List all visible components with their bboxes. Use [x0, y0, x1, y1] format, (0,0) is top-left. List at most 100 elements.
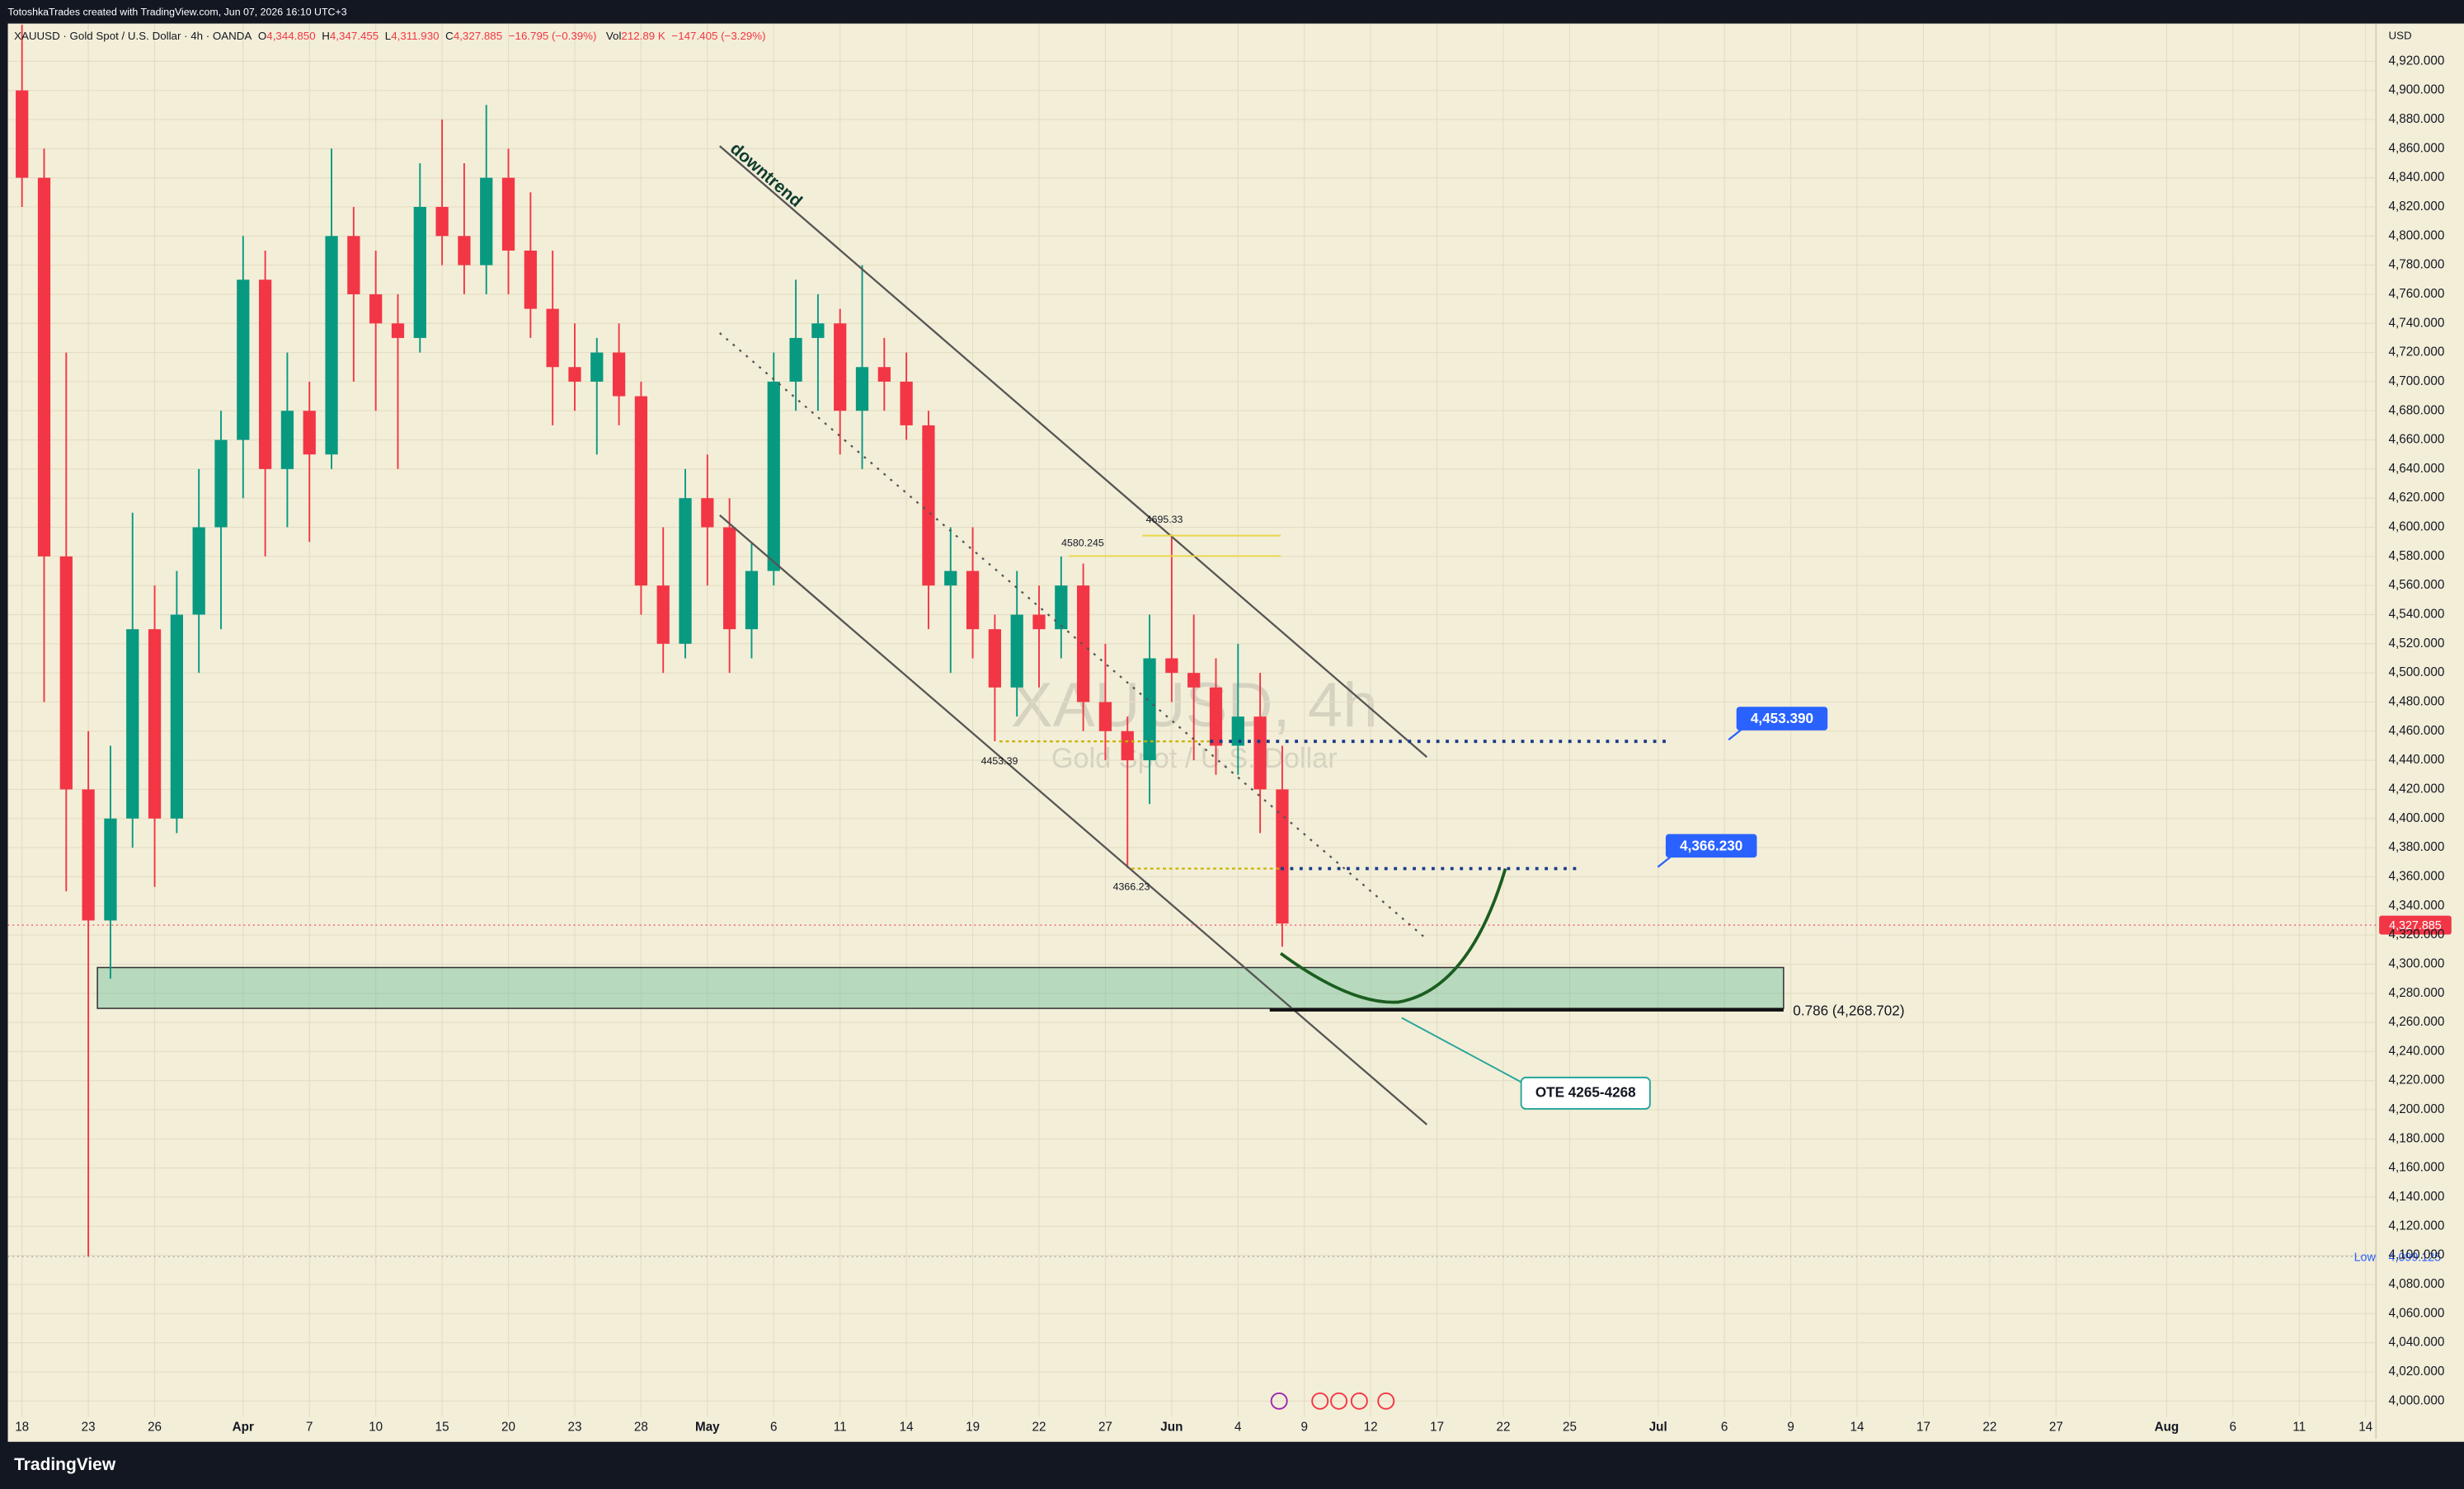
candle-body [1231, 716, 1244, 746]
candle-body [900, 381, 913, 425]
y-tick-label: 4,540.000 [2389, 608, 2445, 622]
y-tick-label: 4,480.000 [2389, 695, 2445, 709]
candle-body [966, 571, 980, 630]
y-tick-label: 4,400.000 [2389, 811, 2445, 825]
currency: USD [2389, 29, 2412, 41]
candle-body [480, 177, 493, 265]
x-tick-label: 14 [2358, 1421, 2372, 1435]
note: 4366.23 [1113, 881, 1150, 893]
x-tick-label: Jun [1160, 1421, 1183, 1435]
zone-label: OTE 4265-4268 [1535, 1083, 1636, 1100]
y-tick-label: 4,720.000 [2389, 345, 2445, 359]
ohlc-key: L [385, 29, 391, 41]
candle-body [214, 439, 228, 528]
ohlc-key: O [258, 29, 266, 41]
y-tick-label: 4,140.000 [2389, 1190, 2445, 1204]
x-tick-label: 14 [900, 1421, 914, 1435]
candle-body [834, 323, 847, 411]
candle-body [612, 352, 626, 397]
candle-body [988, 629, 1002, 688]
brand: TradingView [14, 1455, 116, 1474]
candle-body [369, 294, 383, 324]
candle-body [922, 425, 935, 586]
note: 4695.33 [1146, 514, 1183, 525]
x-tick-label: 22 [1032, 1421, 1046, 1435]
y-tick-label: 4,760.000 [2389, 287, 2445, 301]
y-tick-label: 4,040.000 [2389, 1336, 2445, 1350]
attribution: TotoshkaTrades created with TradingView.… [8, 7, 347, 18]
candle-body [656, 585, 670, 644]
note: 4453.39 [981, 755, 1018, 767]
x-tick-label: 27 [1098, 1421, 1112, 1435]
y-tick-label: 4,020.000 [2389, 1365, 2445, 1379]
level-tag: 4,366.230 [1680, 837, 1742, 853]
x-tick-label: 28 [634, 1421, 648, 1435]
candle-body [170, 614, 183, 819]
x-tick-label: 23 [567, 1421, 581, 1435]
candle-body [435, 206, 449, 237]
y-tick-label: 4,580.000 [2389, 549, 2445, 563]
x-tick-label: 6 [2230, 1421, 2236, 1435]
x-tick-label: 22 [1982, 1421, 1996, 1435]
tag-box [1736, 707, 1828, 730]
event-icon [1350, 1392, 1368, 1410]
x-tick-label: 14 [1850, 1421, 1864, 1435]
y-tick-label: 4,660.000 [2389, 433, 2445, 447]
y-tick-label: 4,900.000 [2389, 83, 2445, 97]
symbol-header: XAUUSD · Gold Spot / U.S. Dollar · 4h · … [14, 29, 765, 41]
candle-body [634, 396, 648, 586]
low-label: 4,099.125 [2389, 1252, 2442, 1265]
y-tick-label: 4,640.000 [2389, 462, 2445, 476]
x-tick-label: 26 [148, 1421, 162, 1435]
event-icon [1311, 1392, 1329, 1410]
callout-line [1401, 1017, 1525, 1085]
x-tick-label: 17 [1430, 1421, 1444, 1435]
candle-body [811, 323, 825, 338]
x-tick-label: 6 [770, 1421, 777, 1435]
y-tick-label: 4,360.000 [2389, 869, 2445, 883]
ohlc-key: H [322, 29, 330, 41]
x-tick-label: 10 [369, 1421, 383, 1435]
candle-body [82, 789, 95, 921]
candles [16, 25, 1289, 1257]
candle-body [679, 498, 692, 644]
callout-box [1520, 1076, 1651, 1110]
candle-body [347, 236, 360, 294]
y-tick-label: 4,200.000 [2389, 1102, 2445, 1116]
x-tick-label: 11 [834, 1421, 847, 1435]
symbol: XAUUSD · Gold Spot / U.S. Dollar · 4h · … [14, 29, 252, 41]
x-tick-label: 22 [1497, 1421, 1511, 1435]
candle-body [1055, 585, 1068, 630]
candle-body [258, 279, 272, 469]
y-tick-label: 4,180.000 [2389, 1131, 2445, 1145]
x-tick-label: 11 [2292, 1421, 2306, 1435]
volume: 212.89 K [621, 29, 665, 41]
y-tick-label: 4,340.000 [2389, 899, 2445, 913]
candle-body [126, 629, 139, 819]
x-tick-label: 12 [1364, 1421, 1378, 1435]
candle-body [148, 629, 162, 819]
candle-body [325, 236, 338, 455]
channel-upper [719, 145, 1428, 759]
change: −16.795 (−0.39%) [509, 29, 597, 41]
candle-body [303, 411, 316, 455]
candle-body [1143, 658, 1156, 761]
event-icon [1270, 1392, 1288, 1410]
x-tick-label: 9 [1787, 1421, 1794, 1435]
footer [0, 1441, 2464, 1489]
candle-body [280, 411, 294, 469]
y-tick-label: 4,880.000 [2389, 112, 2445, 126]
ohlc-value: 4,347.455 [330, 29, 379, 41]
y-tick-label: 4,800.000 [2389, 228, 2445, 242]
y-tick-label: 4,300.000 [2389, 956, 2445, 970]
drawings: downtrend 4695.33 4580.245 4453.39 4366.… [7, 139, 2377, 1257]
y-tick-label: 4,000.000 [2389, 1393, 2445, 1407]
ote-zone [96, 966, 1785, 1009]
x-tick-label: 20 [501, 1421, 515, 1435]
candle-body [458, 236, 471, 265]
y-tick-label: 4,160.000 [2389, 1161, 2445, 1175]
candle-body [877, 367, 891, 382]
volume-change: −147.405 (−3.29%) [671, 29, 765, 41]
level-tag: 4,453.390 [1751, 710, 1813, 726]
y-tick-label: 4,060.000 [2389, 1306, 2445, 1320]
